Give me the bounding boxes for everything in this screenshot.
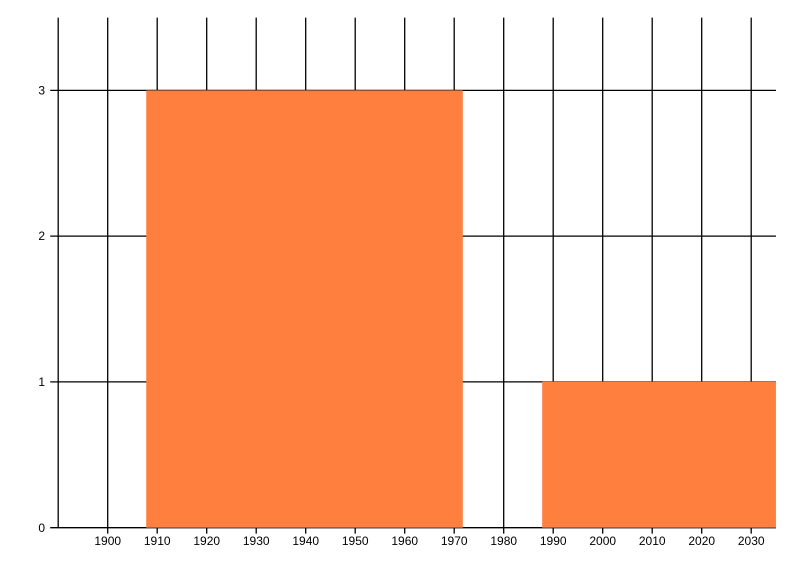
svg-text:2030: 2030: [738, 534, 765, 548]
svg-text:1970: 1970: [441, 534, 468, 548]
svg-text:2: 2: [38, 229, 45, 243]
svg-text:1: 1: [38, 375, 45, 389]
svg-text:1950: 1950: [342, 534, 369, 548]
svg-text:1960: 1960: [391, 534, 418, 548]
svg-text:1910: 1910: [144, 534, 171, 548]
svg-text:1920: 1920: [193, 534, 220, 548]
svg-text:2010: 2010: [639, 534, 666, 548]
svg-text:0: 0: [38, 521, 45, 535]
svg-text:1940: 1940: [292, 534, 319, 548]
svg-text:2000: 2000: [589, 534, 616, 548]
svg-text:3: 3: [38, 84, 45, 98]
svg-text:2020: 2020: [688, 534, 715, 548]
svg-text:1990: 1990: [540, 534, 567, 548]
svg-text:1930: 1930: [243, 534, 270, 548]
svg-text:1980: 1980: [490, 534, 517, 548]
svg-text:1900: 1900: [94, 534, 121, 548]
